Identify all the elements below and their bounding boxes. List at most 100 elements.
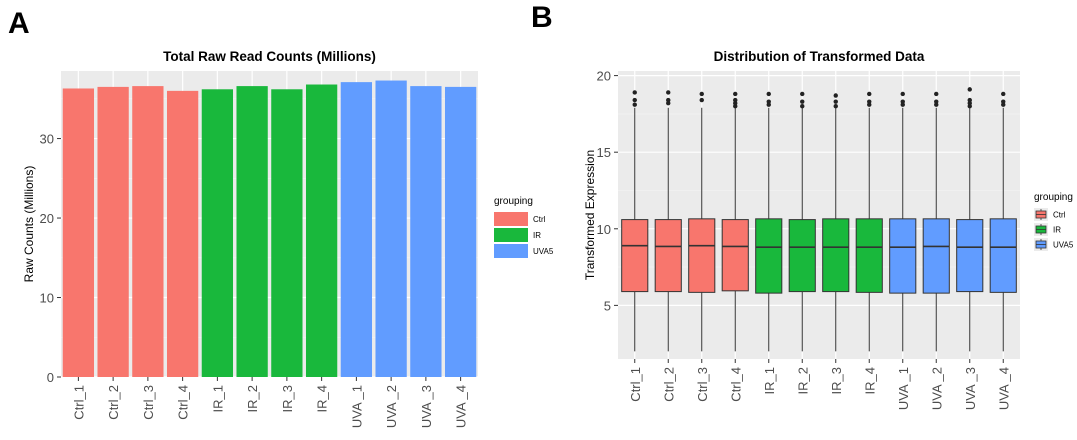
box-ctrl-3 xyxy=(688,91,716,352)
box-uva-3 xyxy=(956,87,984,352)
box-outlier-point xyxy=(867,99,872,104)
box-outlier-point xyxy=(733,91,738,97)
box-outlier-point xyxy=(934,99,939,104)
box-body xyxy=(755,218,783,294)
box-outlier-point xyxy=(766,91,771,97)
bar-y-tick-label: 20 xyxy=(40,211,54,226)
box-body xyxy=(788,219,816,293)
box-outlier-point xyxy=(934,102,939,107)
panel-a-label: A xyxy=(8,7,30,40)
bar-uva-2 xyxy=(375,80,407,377)
bar-uva-3 xyxy=(410,86,442,378)
box-outlier-point xyxy=(900,102,905,107)
box-body xyxy=(922,218,950,294)
box-plot-background xyxy=(618,71,1020,359)
box-y-tick-label: 5 xyxy=(604,298,611,313)
box-uva-2 xyxy=(922,91,950,352)
bar-ir-3 xyxy=(271,89,303,377)
box-x-label-ir-1: IR_1 xyxy=(762,367,777,394)
bar-y-axis-label: Raw Counts (Millions) xyxy=(22,166,36,283)
box-outlier-point xyxy=(934,91,939,97)
panel-b-label: B xyxy=(531,1,553,34)
box-outlier-point xyxy=(900,91,905,97)
box-ir-1 xyxy=(755,91,783,352)
box-outlier-point xyxy=(632,97,637,103)
box-body xyxy=(989,218,1017,293)
box-uva-1 xyxy=(889,91,917,352)
box-legend-key-ir xyxy=(1034,223,1048,236)
box-legend-label-ctrl: Ctrl xyxy=(1053,211,1066,220)
bar-legend-label-ctrl: Ctrl xyxy=(533,215,546,224)
bar-ctrl-3 xyxy=(132,86,164,378)
box-legend-key-ctrl xyxy=(1034,208,1048,221)
bar-legend-swatch-ctrl xyxy=(494,212,528,226)
box-body xyxy=(688,218,716,293)
box-outlier-point xyxy=(632,102,637,107)
bar-x-label-uva-1: UVA _1 xyxy=(349,385,364,428)
box-outlier-point xyxy=(1001,102,1006,107)
box-body xyxy=(621,219,649,293)
bar-x-label-ctrl-1: Ctrl_1 xyxy=(71,385,86,420)
box-outlier-point xyxy=(699,97,704,103)
box-ir-3 xyxy=(822,93,850,352)
box-body xyxy=(654,219,682,293)
box-outlier-point xyxy=(666,97,671,103)
bar-ctrl-2 xyxy=(97,86,129,377)
box-legend-label-ir: IR xyxy=(1053,226,1061,235)
box-ctrl-1 xyxy=(621,90,649,352)
bar-legend-key-uva5 xyxy=(494,244,528,258)
box-ctrl-4 xyxy=(721,91,749,352)
box-ir-2 xyxy=(788,91,816,352)
box-body xyxy=(721,219,749,292)
box-title: Distribution of Transformed Data xyxy=(714,49,925,64)
box-outlier-point xyxy=(833,93,838,98)
bar-ir-4 xyxy=(305,84,338,377)
bar-y-tick-label: 10 xyxy=(40,291,54,306)
box-y-tick-label: 20 xyxy=(597,69,611,84)
box-legend-label-uva5: UVA5 xyxy=(1053,241,1074,250)
box-outlier-point xyxy=(766,99,771,104)
box-outlier-point xyxy=(632,90,637,95)
bar-legend-swatch-ir xyxy=(494,228,528,242)
bar-x-label-ir-3: IR_3 xyxy=(280,385,295,412)
bar-uva-1 xyxy=(340,82,373,378)
box-y-tick-label: 15 xyxy=(597,145,611,160)
box-x-label-ctrl-1: Ctrl_1 xyxy=(628,367,643,402)
box-x-label-ir-4: IR_4 xyxy=(862,367,877,394)
box-x-label-ctrl-2: Ctrl_2 xyxy=(661,367,676,402)
box-outlier-point xyxy=(800,99,805,104)
bar-legend-swatch-uva5 xyxy=(494,244,528,258)
bar-y-tick-label: 30 xyxy=(40,132,54,147)
bar-title: Total Raw Read Counts (Millions) xyxy=(163,49,376,64)
box-x-label-uva-4: UVA _4 xyxy=(996,367,1011,410)
box-x-label-ctrl-3: Ctrl_3 xyxy=(695,367,710,402)
box-uva-4 xyxy=(989,91,1017,352)
box-outlier-point xyxy=(733,104,738,109)
box-outlier-point xyxy=(733,100,738,106)
bar-x-label-uva-2: UVA _2 xyxy=(384,385,399,428)
bar-ir-1 xyxy=(201,89,234,377)
box-outlier-point xyxy=(800,91,805,97)
box-body xyxy=(956,219,984,293)
box-x-label-uva-2: UVA _2 xyxy=(929,367,944,410)
box-x-label-ctrl-4: Ctrl_4 xyxy=(728,367,743,402)
bar-legend-label-ir: IR xyxy=(533,231,541,240)
box-x-label-uva-1: UVA _1 xyxy=(896,367,911,410)
box-x-label-ir-3: IR_3 xyxy=(829,367,844,394)
box-legend-key-uva5 xyxy=(1034,238,1048,251)
box-outlier-point xyxy=(967,97,972,103)
bar-uva-4 xyxy=(444,86,477,377)
box-ctrl-2 xyxy=(654,90,682,352)
bar-legend-label-uva5: UVA5 xyxy=(533,247,554,256)
bar-x-label-uva-3: UVA _3 xyxy=(419,385,434,428)
bar-x-label-ir-2: IR_2 xyxy=(245,385,260,412)
box-x-label-uva-3: UVA _3 xyxy=(963,367,978,410)
box-outlier-point xyxy=(967,87,972,92)
bar-x-label-ctrl-2: Ctrl_2 xyxy=(106,385,121,420)
bar-x-label-ctrl-4: Ctrl_4 xyxy=(176,385,191,420)
box-x-label-ir-2: IR_2 xyxy=(795,367,810,394)
bar-x-label-ctrl-3: Ctrl_3 xyxy=(141,385,156,420)
panel-a-bar-chart: 0 10 20 30 Ctrl_1 Ctrl_2 Ctrl_3 Ctrl_4 IR_1 IR_2 I… xyxy=(22,49,554,428)
box-body xyxy=(822,218,850,293)
